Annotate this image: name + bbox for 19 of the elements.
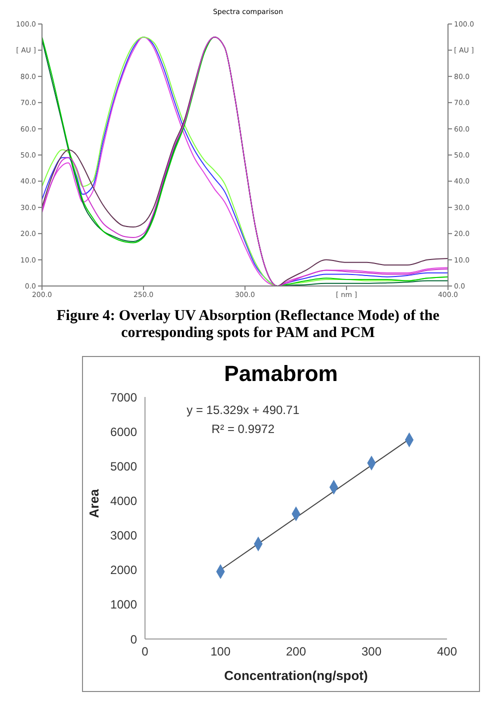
y-tick-label: 4000 <box>110 494 138 508</box>
y-tick-label: 7000 <box>110 390 138 404</box>
y-axis-title: Area <box>86 488 102 518</box>
x-tick-label: 100 <box>210 644 231 659</box>
x-tick-label: 200 <box>286 644 306 659</box>
y-tick-label: 6000 <box>110 424 138 439</box>
chart-title: Pamabrom <box>223 361 339 388</box>
x-tick-label: 300 <box>361 644 382 659</box>
y-tick-label: 5000 <box>110 459 138 474</box>
annotation: y = 15.329x + 490.71 <box>186 402 300 419</box>
y-tick-label: 1000 <box>110 598 138 612</box>
y-tick-label: 2000 <box>110 563 138 578</box>
annotation: R² = 0.9972 <box>210 421 276 438</box>
y-tick-label: 3000 <box>110 528 138 543</box>
caption: Figure 4: Overlay UV Absorption (Reflectance Mode) of the corresponding spots for PAM and PCM <box>56 308 440 342</box>
x-axis-title: Concentration(ng/spot) <box>224 668 368 683</box>
y-tick-label: 0 <box>130 632 138 646</box>
x-tick-label: 400 <box>436 644 458 659</box>
x-tick-label: 0 <box>142 644 149 659</box>
